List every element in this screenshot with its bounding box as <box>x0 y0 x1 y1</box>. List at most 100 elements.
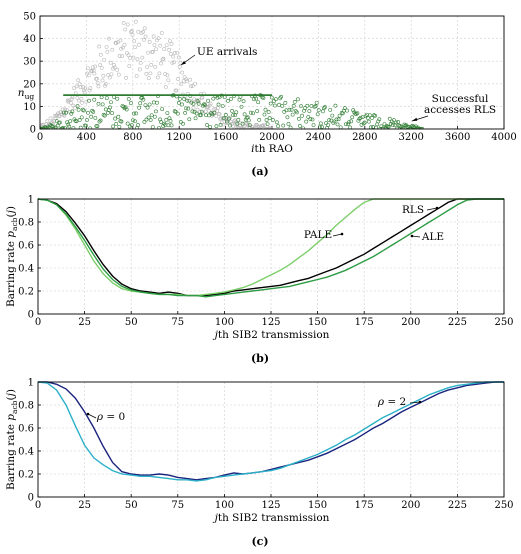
successful-access-point <box>65 120 70 125</box>
successful-access-point <box>303 106 308 110</box>
ue-arrivals-point <box>89 69 94 74</box>
successful-access-point <box>187 117 192 122</box>
ue-arrivals-point <box>168 51 173 56</box>
panel-2-xtick-label: 175 <box>355 500 374 511</box>
panel-1-ylabel: Barring rate pacb(j) <box>5 206 19 307</box>
ue-arrivals-point <box>217 112 222 116</box>
successful-access-point <box>387 116 392 121</box>
successful-access-point <box>84 123 88 128</box>
successful-access-point <box>212 110 217 115</box>
ue-arrivals-point <box>237 123 242 128</box>
successful-access-point <box>379 124 384 129</box>
successful-access-point <box>160 107 165 111</box>
series-line-0 <box>37 198 504 297</box>
ue-arrivals-point <box>69 97 74 101</box>
ue-arrivals-point <box>74 84 79 89</box>
panel-1-grid <box>37 198 505 315</box>
ue-arrivals-point <box>169 42 174 46</box>
successful-access-point <box>127 124 132 129</box>
successful-access-point <box>371 124 375 129</box>
panel-0-xtick-label: 2400 <box>306 132 331 143</box>
ue-arrivals-point <box>161 56 166 61</box>
successful-access-point <box>347 120 351 124</box>
successful-access-point <box>224 119 229 124</box>
successful-access-point <box>241 99 246 104</box>
successful-access-point <box>157 126 161 129</box>
successful-access-point <box>333 103 338 108</box>
successful-access-point <box>229 96 233 101</box>
successful-access-point <box>85 118 89 122</box>
ue-arrivals-point <box>198 109 202 114</box>
ue-arrivals-point <box>78 85 83 90</box>
ue-arrivals-point <box>142 26 147 31</box>
ue-arrivals-point <box>92 71 97 76</box>
ue-arrivals-point <box>68 101 73 105</box>
successful-access-point <box>285 115 290 120</box>
successful-access-point <box>275 120 279 125</box>
panel-1-xtick-label: 75 <box>171 317 184 328</box>
successful-access-point <box>70 109 75 114</box>
successful-access-point <box>287 107 292 112</box>
ue-arrivals-point <box>176 77 180 81</box>
successful-access-point <box>322 106 326 110</box>
successful-access-point <box>267 116 272 121</box>
panel-2-ytick-label: 0.4 <box>18 447 34 458</box>
successful-access-point <box>395 126 399 129</box>
ue-arrivals-point <box>203 109 208 114</box>
successful-access-point <box>396 119 400 124</box>
ue-arrivals-point <box>60 107 65 112</box>
successful-access-point <box>125 121 130 126</box>
ue-arrivals-point <box>171 54 176 59</box>
panel-2-xtick-label: 225 <box>448 500 467 511</box>
ue-arrivals-point <box>94 76 99 81</box>
successful-access-point <box>309 104 314 108</box>
ue-arrivals-point <box>155 75 160 80</box>
ue-arrivals-point <box>207 103 212 108</box>
successful-access-point <box>110 111 114 115</box>
panel-1-xtick-label: 125 <box>261 317 280 328</box>
successful-access-point <box>288 125 293 129</box>
successful-access-point <box>362 120 367 125</box>
ue-arrivals-point <box>64 108 69 112</box>
panel-2-xtick-label: 25 <box>78 500 91 511</box>
successful-access-point <box>263 107 268 112</box>
successful-access-point <box>268 101 273 106</box>
successful-access-point <box>277 102 281 107</box>
ue-arrivals-point <box>97 44 102 49</box>
successful-access-point <box>316 108 321 113</box>
successful-access-point <box>327 118 332 123</box>
successful-access-point <box>79 115 84 120</box>
successful-access-point <box>345 108 349 113</box>
ue-arrivals-point <box>168 39 172 44</box>
ue-arrivals-point <box>152 43 157 48</box>
successful-access-point <box>181 121 185 126</box>
successful-access-point <box>113 116 118 121</box>
panel-2-ytick-label: 0.6 <box>18 424 34 435</box>
successful-access-point <box>314 100 319 105</box>
ue-arrivals-point <box>214 114 219 119</box>
ue-arrivals-point <box>172 50 177 55</box>
ue-arrivals-point <box>149 62 154 67</box>
panel-0-xtick-label: 3200 <box>398 132 423 143</box>
label-rls-arrow <box>426 207 438 211</box>
ue-arrivals-point <box>172 60 176 65</box>
successful-access-point <box>291 104 296 108</box>
ue-arrivals-point <box>177 64 182 69</box>
ue-arrivals-point <box>193 81 197 86</box>
panel-1-xtick-label: 0 <box>35 317 41 328</box>
successful-access-point <box>86 110 90 115</box>
ue-arrivals-point <box>142 37 146 42</box>
successful-access-point <box>361 121 366 126</box>
successful-access-point <box>346 122 350 126</box>
successful-access-point <box>265 122 270 126</box>
ue-arrivals-point <box>158 43 163 48</box>
ue-arrivals-point <box>141 30 146 34</box>
successful-access-point <box>343 122 348 127</box>
successful-access-point <box>123 105 128 110</box>
ue-arrivals-point <box>93 64 98 69</box>
ue-arrivals-point <box>184 77 189 82</box>
ue-arrivals-point <box>179 81 184 86</box>
ue-arrivals-point <box>111 62 116 67</box>
panel-0-xtick-label: 3600 <box>445 132 470 143</box>
series-line-2 <box>37 198 504 298</box>
